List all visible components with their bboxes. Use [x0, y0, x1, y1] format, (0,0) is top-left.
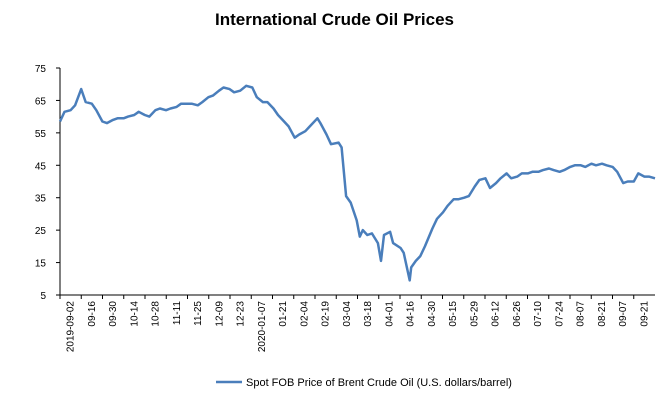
- x-tick-label: 05-29: [469, 301, 480, 327]
- x-tick-label: 11-11: [172, 301, 183, 326]
- x-tick-label: 10-28: [151, 301, 162, 327]
- x-tick-label: 12-09: [214, 301, 225, 327]
- chart-title: International Crude Oil Prices: [214, 10, 454, 29]
- x-tick-label: 04-01: [384, 301, 395, 327]
- y-tick-label: 65: [35, 96, 47, 107]
- series-line: [58, 84, 656, 282]
- x-tick-label: 02-19: [321, 301, 332, 327]
- y-tick-label: 25: [35, 226, 47, 237]
- x-tick-label: 06-26: [512, 301, 523, 327]
- x-tick-label: 10-14: [129, 301, 140, 327]
- x-tick-label: 2019-09-02: [66, 301, 77, 353]
- x-tick-label: 07-24: [554, 301, 565, 327]
- x-tick-label: 06-12: [491, 301, 502, 327]
- x-tick-label: 05-15: [448, 301, 459, 327]
- x-tick-label: 03-18: [363, 301, 374, 327]
- x-tick-label: 08-07: [576, 301, 587, 327]
- x-tick-label: 09-30: [108, 301, 119, 327]
- y-tick-label: 5: [40, 291, 46, 302]
- y-tick-label: 15: [35, 259, 47, 270]
- y-tick-label: 45: [35, 161, 47, 172]
- x-tick-label: 12-23: [236, 301, 247, 327]
- x-tick-label: 09-07: [618, 301, 629, 327]
- legend-label: Spot FOB Price of Brent Crude Oil (U.S. …: [246, 377, 512, 389]
- x-tick-label: 08-21: [597, 301, 608, 327]
- x-tick-label: 04-16: [406, 301, 417, 327]
- x-tick-label: 04-30: [427, 301, 438, 327]
- x-tick-label: 07-10: [533, 301, 544, 327]
- x-tick-label: 09-16: [87, 301, 98, 327]
- x-tick-label: 03-04: [342, 301, 353, 327]
- x-tick-label: 02-04: [299, 301, 310, 327]
- y-tick-label: 55: [35, 129, 47, 140]
- x-tick-label: 09-21: [639, 301, 650, 327]
- y-tick-label: 35: [35, 194, 47, 205]
- x-tick-label: 2020-01-07: [257, 301, 268, 353]
- x-tick-label: 01-21: [278, 301, 289, 327]
- x-tick-label: 11-25: [193, 301, 204, 326]
- y-tick-label: 75: [35, 64, 47, 75]
